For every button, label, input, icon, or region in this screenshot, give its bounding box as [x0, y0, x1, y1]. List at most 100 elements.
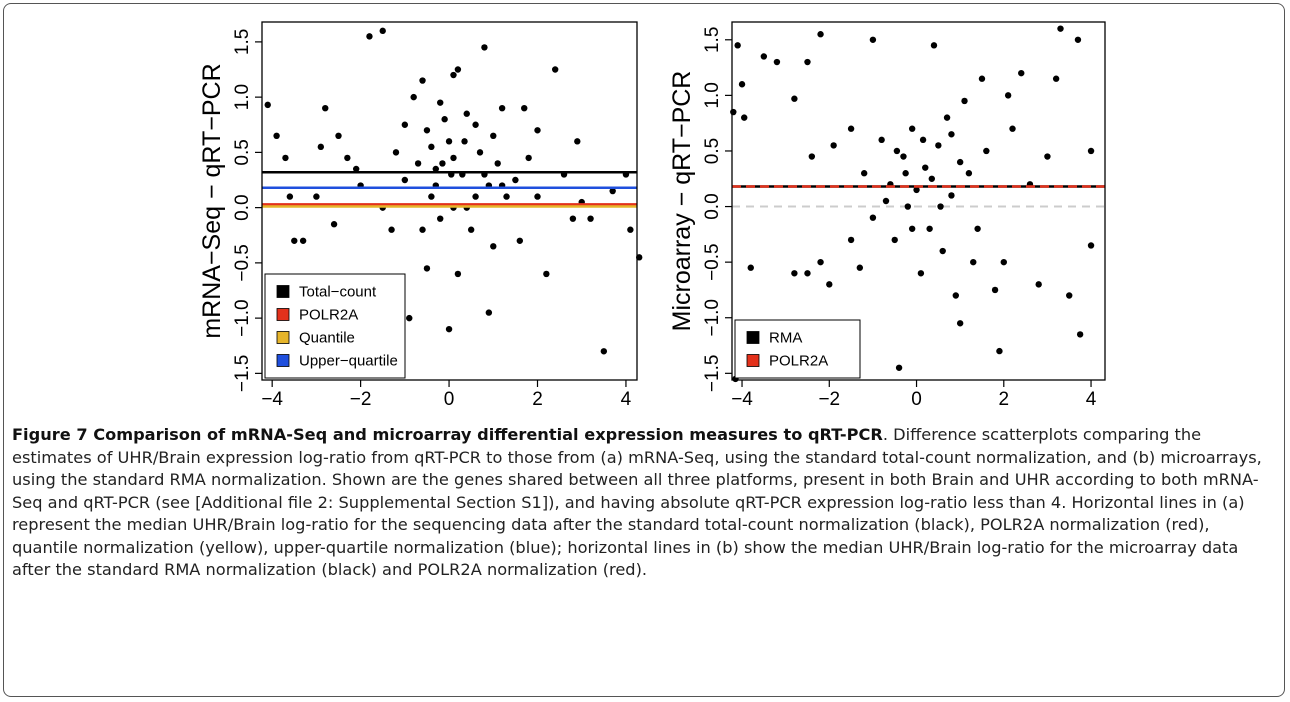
point — [900, 153, 907, 160]
point — [609, 187, 616, 195]
point — [463, 110, 470, 117]
point — [472, 193, 479, 200]
y-tick-label: 1.5 — [232, 29, 253, 55]
point — [908, 125, 916, 132]
legend-label: Upper−quartile — [299, 353, 398, 370]
point — [991, 286, 999, 294]
point — [878, 136, 885, 144]
point — [974, 225, 981, 232]
legend-swatch — [746, 331, 760, 344]
point — [401, 121, 409, 128]
point — [490, 243, 497, 250]
point — [922, 164, 929, 171]
legend-label: Quantile — [299, 330, 355, 347]
figure-panels: −4 −2 0 2 4 −1.5 −1.0 −0.5 0.0 0.5 1.0 1.5 qRT−PCR l… — [198, 21, 1106, 420]
point — [860, 170, 868, 177]
y-tick-label: 0.5 — [232, 139, 253, 165]
point — [392, 149, 400, 156]
point — [996, 347, 1003, 355]
legend-swatch — [276, 308, 290, 321]
point — [445, 138, 453, 145]
point — [1087, 242, 1095, 249]
point — [919, 136, 927, 144]
point — [264, 101, 271, 109]
y-tick-label: −1.0 — [702, 299, 723, 337]
point — [423, 265, 431, 272]
point — [956, 158, 964, 166]
point — [366, 33, 373, 40]
point — [817, 31, 824, 38]
point — [534, 193, 541, 200]
point — [1076, 331, 1084, 338]
point — [485, 309, 493, 316]
point — [282, 154, 289, 162]
point — [738, 81, 746, 88]
point — [908, 225, 916, 232]
x-tick-label: 2 — [998, 389, 1009, 410]
legend-swatch — [276, 285, 290, 298]
point — [410, 93, 417, 101]
x-tick-label: −2 — [818, 389, 840, 410]
point — [856, 264, 864, 271]
point — [747, 264, 754, 271]
point — [454, 66, 462, 73]
point — [494, 160, 501, 167]
legend-box — [734, 319, 861, 379]
point — [379, 27, 386, 35]
point — [313, 193, 320, 200]
point — [1000, 258, 1007, 266]
point — [587, 215, 594, 222]
x-axis-label: qRT−PCR log−ratio — [341, 416, 559, 420]
point — [734, 42, 741, 49]
y-axis-label: Microarray − qRT−PCR — [668, 71, 696, 332]
point — [330, 221, 338, 228]
point — [808, 153, 816, 160]
point — [317, 143, 325, 151]
x-tick-label: −2 — [350, 389, 372, 410]
legend-label: RMA — [769, 330, 802, 347]
point — [869, 214, 877, 221]
point — [490, 132, 497, 140]
caption-text: . Difference scatterplots comparing the … — [12, 425, 1262, 579]
point — [847, 236, 855, 244]
y-tick-label: −1.5 — [232, 355, 253, 393]
point — [970, 258, 977, 266]
point — [939, 247, 946, 255]
y-tick-label: 1.5 — [702, 27, 723, 53]
legend-swatch — [746, 354, 760, 367]
y-tick-label: 1.0 — [232, 84, 253, 110]
point — [388, 226, 395, 233]
point — [574, 138, 581, 145]
point — [741, 114, 748, 121]
point — [437, 215, 444, 222]
point — [983, 147, 990, 155]
point — [437, 99, 444, 106]
point — [291, 237, 298, 244]
legend-swatch — [276, 354, 290, 367]
point — [428, 193, 435, 200]
point — [948, 131, 955, 138]
point — [322, 104, 329, 112]
point — [503, 193, 510, 200]
legend-swatch — [276, 331, 290, 344]
point — [419, 77, 426, 84]
x-tick-label: 0 — [444, 389, 455, 410]
y-tick-label: −1.0 — [232, 299, 253, 337]
legend-label: Total−count — [299, 284, 377, 301]
point — [773, 58, 781, 66]
y-tick-label: −0.5 — [232, 244, 253, 282]
point — [432, 165, 439, 173]
point — [476, 149, 484, 156]
point — [472, 121, 479, 128]
x-axis-label: qRT−PCR log−ratio — [810, 416, 1028, 420]
point — [534, 127, 541, 134]
point — [1035, 281, 1042, 288]
point — [893, 147, 901, 155]
point — [869, 36, 877, 43]
point — [760, 53, 768, 60]
point — [414, 160, 422, 167]
point — [516, 237, 524, 244]
legend-label: POLR2A — [769, 353, 828, 370]
point — [826, 281, 833, 288]
